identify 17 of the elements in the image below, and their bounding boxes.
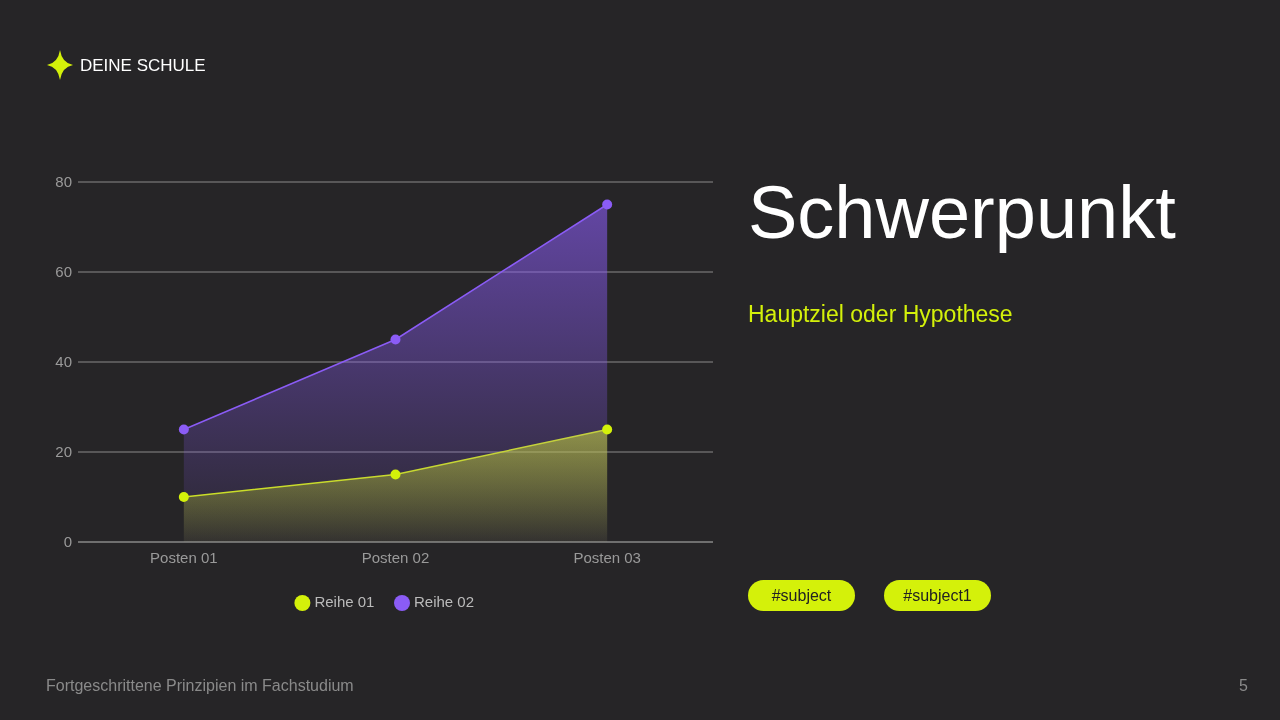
- y-tick-label: 0: [63, 533, 72, 550]
- text: #subject1: [903, 587, 972, 604]
- text: DEINE SCHULE: [80, 56, 206, 75]
- text: Hauptziel oder Hypothese: [748, 301, 1013, 327]
- x-tick-label: Posten 02: [361, 549, 430, 566]
- y-tick-label: 20: [55, 443, 72, 460]
- y-tick-label: 80: [55, 173, 72, 190]
- text: Schwerpunkt: [748, 171, 1177, 254]
- text: Fortgeschrittene Prinzipien im Fachstudium: [46, 677, 354, 694]
- y-tick-label: 60: [55, 263, 72, 280]
- y-tick-label: 40: [55, 353, 72, 370]
- x-tick-label: Posten 01: [150, 549, 218, 566]
- text: #subject: [771, 587, 832, 604]
- text: 5: [1239, 677, 1249, 694]
- x-tick-label: Posten 03: [573, 549, 641, 566]
- legend-label: Reihe 02: [414, 593, 475, 610]
- legend-label: Reihe 01: [314, 593, 375, 610]
